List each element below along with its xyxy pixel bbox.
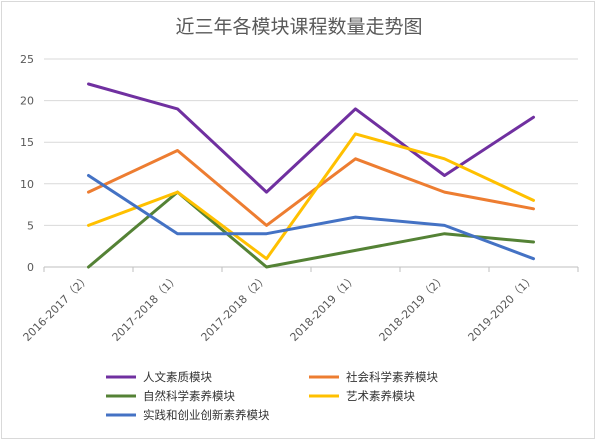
series-line-5	[87, 174, 535, 261]
y-tick-label: 20	[20, 95, 34, 108]
legend-label: 自然科学素养模块	[143, 389, 235, 403]
legend-item-4: 艺术素养模块	[309, 389, 415, 403]
legend-item-5: 实践和创业创新素养模块	[106, 408, 270, 422]
legend-item-3: 自然科学素养模块	[106, 389, 235, 403]
legend-item-1: 人文素质模块	[106, 370, 212, 384]
x-tick-label: 2016-2017（2）	[21, 272, 93, 344]
x-tick-label: 2017-2018（1）	[110, 272, 182, 344]
series-lines	[87, 82, 535, 269]
y-tick-label: 0	[27, 261, 34, 274]
x-axis-ticks: 2016-2017（2） 2017-2018（1） 2017-2018（2） 2018…	[21, 267, 579, 344]
legend-label: 实践和创业创新素养模块	[143, 408, 270, 422]
y-tick-label: 25	[20, 53, 34, 66]
series-line-2	[87, 149, 535, 227]
y-tick-label: 5	[27, 219, 34, 232]
series-line-4	[87, 132, 535, 261]
x-tick-label: 2018-2019（1）	[288, 272, 360, 344]
y-tick-label: 10	[20, 178, 34, 191]
x-tick-label: 2017-2018（2）	[199, 272, 271, 344]
legend-label: 社会科学素养模块	[346, 370, 438, 384]
y-tick-label: 15	[20, 136, 34, 149]
series-line-3	[87, 190, 535, 269]
legend-label: 艺术素养模块	[346, 389, 415, 403]
chart-title: 近三年各模块课程数量走势图	[175, 16, 422, 38]
x-tick-label: 2019-2020（1）	[466, 272, 538, 344]
legend-item-2: 社会科学素养模块	[309, 370, 438, 384]
legend-label: 人文素质模块	[143, 370, 212, 384]
x-tick-label: 2018-2019（2）	[377, 272, 449, 344]
y-axis-ticks: 0 5 10 15 20 25	[20, 53, 34, 274]
